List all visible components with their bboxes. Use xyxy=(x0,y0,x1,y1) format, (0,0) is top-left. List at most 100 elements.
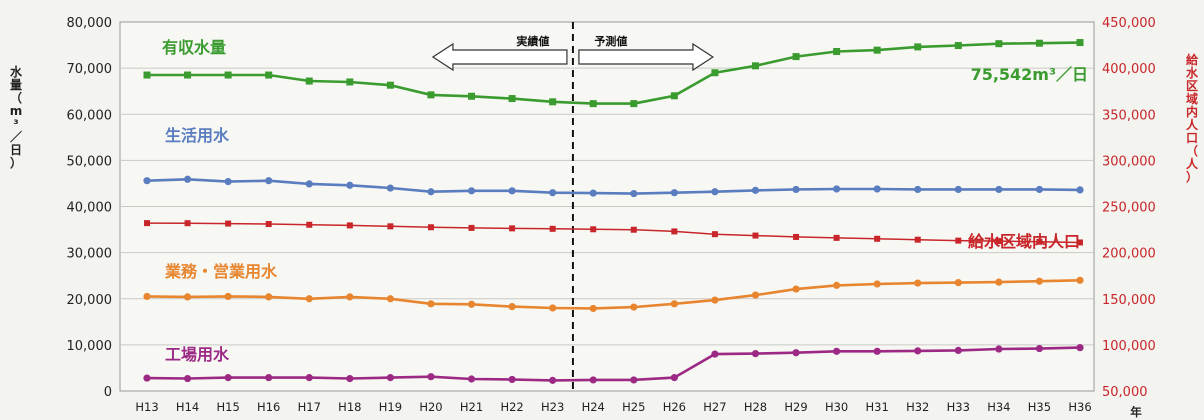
data-point xyxy=(508,187,516,195)
data-point xyxy=(1076,276,1084,284)
data-point xyxy=(954,185,962,194)
data-point xyxy=(427,373,435,381)
data-point xyxy=(873,46,881,54)
left-tick-label: 50,000 xyxy=(67,154,113,169)
data-point xyxy=(914,236,921,243)
data-point xyxy=(265,177,273,185)
left-tick-label: 70,000 xyxy=(67,62,113,77)
x-tick-label: H24 xyxy=(582,400,605,414)
left-axis-ticks: 0 10,000 20,000 30,000 40,000 50,000 60,000 70,… xyxy=(67,16,113,400)
data-point xyxy=(711,231,718,238)
data-point xyxy=(265,293,273,301)
data-point xyxy=(589,304,597,313)
data-point xyxy=(346,78,354,86)
right-tick-label: 400,000 xyxy=(1102,62,1156,77)
data-point xyxy=(589,189,597,197)
series-給水区域内人口 xyxy=(144,220,1083,246)
data-point xyxy=(833,234,840,241)
data-point xyxy=(1035,185,1044,194)
right-tick-label: 450,000 xyxy=(1102,16,1156,31)
data-point xyxy=(346,222,353,229)
x-tick-label: H17 xyxy=(298,400,321,414)
data-point xyxy=(874,235,881,242)
left-tick-label: 10,000 xyxy=(67,339,113,354)
x-tick-label: H14 xyxy=(176,400,199,414)
data-point xyxy=(711,69,719,77)
data-point xyxy=(751,350,760,358)
data-point xyxy=(630,376,638,384)
data-point xyxy=(670,92,678,100)
left-tick-label: 30,000 xyxy=(67,247,113,262)
data-point xyxy=(306,221,313,228)
data-point xyxy=(386,184,394,192)
left-axis-title: 水量（m ³ ／日） xyxy=(9,65,23,170)
series-line xyxy=(146,222,1081,244)
series-業務・営業用水 xyxy=(143,276,1084,313)
left-tick-label: 60,000 xyxy=(67,108,113,123)
data-point xyxy=(143,374,151,382)
data-point xyxy=(468,92,476,100)
x-tick-label: H28 xyxy=(744,400,767,414)
series-工場用水 xyxy=(143,344,1084,384)
data-point xyxy=(954,42,962,50)
series-lines xyxy=(143,39,1084,384)
actual-forecast-divider: 実績値 予測値 xyxy=(431,22,715,391)
left-tick-label: 40,000 xyxy=(67,201,113,216)
right-axis-ticks: 50,000 100,000 150,000 200,000 250,000 300,00… xyxy=(1102,16,1156,400)
data-point xyxy=(792,285,800,293)
right-tick-label: 50,000 xyxy=(1102,385,1148,400)
x-tick-label: H15 xyxy=(216,400,239,414)
right-tick-label: 200,000 xyxy=(1102,247,1156,262)
data-point xyxy=(873,185,881,193)
data-point xyxy=(873,280,881,288)
x-tick-label: H27 xyxy=(703,400,726,414)
data-point xyxy=(549,189,557,197)
data-point xyxy=(589,100,597,108)
data-point xyxy=(509,225,516,232)
series-生活用水 xyxy=(143,175,1084,198)
forecast-label: 予測値 xyxy=(594,34,627,48)
data-point xyxy=(386,81,394,89)
x-tick-label: H30 xyxy=(825,400,848,414)
data-point xyxy=(549,304,557,312)
series-line xyxy=(146,177,1081,195)
data-point xyxy=(751,291,760,299)
data-point xyxy=(508,302,516,311)
data-point xyxy=(630,226,637,233)
data-point xyxy=(751,62,759,70)
x-tick-label: H20 xyxy=(419,400,442,414)
x-tick-label: H25 xyxy=(622,400,645,414)
data-point xyxy=(1035,39,1043,47)
data-point xyxy=(265,221,272,228)
actual-label: 実績値 xyxy=(516,34,549,48)
data-point xyxy=(711,350,719,358)
data-point xyxy=(224,71,232,79)
data-point xyxy=(386,295,394,303)
series-label: 有収水量 xyxy=(162,38,226,57)
x-tick-label: H23 xyxy=(541,400,564,414)
data-point xyxy=(549,225,556,232)
data-point xyxy=(1076,39,1084,47)
data-point xyxy=(184,220,191,227)
data-point xyxy=(833,347,841,355)
data-point xyxy=(265,374,273,382)
data-point xyxy=(589,376,597,384)
data-point xyxy=(995,185,1003,194)
right-tick-label: 300,000 xyxy=(1102,154,1156,169)
data-point xyxy=(265,71,273,79)
data-point xyxy=(508,375,516,384)
data-point xyxy=(995,40,1003,48)
data-point xyxy=(914,279,922,287)
x-tick-label: H29 xyxy=(784,400,807,414)
x-tick-label: H34 xyxy=(987,400,1010,414)
series-label: 業務・営業用水 xyxy=(164,262,278,281)
data-point xyxy=(305,374,313,382)
data-point xyxy=(346,181,354,189)
right-arrow xyxy=(578,42,715,72)
x-tick-label: H26 xyxy=(663,400,686,414)
data-point xyxy=(670,374,678,382)
data-point xyxy=(1076,344,1084,352)
series-line xyxy=(147,41,1081,105)
data-point xyxy=(630,189,638,198)
